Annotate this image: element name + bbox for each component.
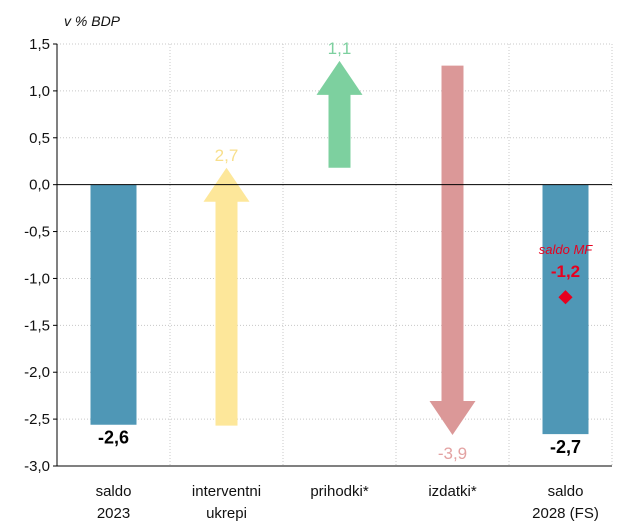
arrow-value-label: 2,7	[215, 146, 239, 165]
labels: 1,5 1,0 0,5 0,0 -0,5 -1,0 -1,5 -2,0 -2,5 -3,0 -2,6…	[24, 36, 599, 522]
y-tick-label: 0,5	[29, 130, 50, 147]
x-category-label: 2023	[97, 505, 130, 522]
marker-label: saldo MF	[539, 242, 594, 257]
unit-label: v % BDP	[64, 13, 121, 29]
x-category-label: izdatki*	[428, 483, 477, 500]
x-category-label: saldo	[548, 483, 584, 500]
x-category-label: interventni	[192, 483, 261, 500]
y-tick-label: 0,0	[29, 177, 50, 194]
y-tick-label: -3,0	[24, 458, 50, 475]
x-category-label: saldo	[96, 483, 132, 500]
y-tick-label: -2,5	[24, 411, 50, 428]
grid-lines	[57, 43, 613, 467]
bar-value-label: -2,7	[550, 437, 581, 457]
y-tick-label: -1,0	[24, 270, 50, 287]
arrow-up	[316, 60, 363, 168]
arrow-up	[203, 167, 250, 426]
y-tick-label: 1,5	[29, 36, 50, 53]
y-tick-label: -0,5	[24, 224, 50, 241]
bar	[90, 184, 137, 425]
x-category-label: prihodki*	[310, 483, 369, 500]
arrow-value-label: 1,1	[328, 39, 352, 58]
axes	[53, 43, 612, 467]
x-category-label: ukrepi	[206, 505, 247, 522]
y-tick-label: -2,0	[24, 364, 50, 381]
y-tick-label: 1,0	[29, 83, 50, 100]
data-bars	[90, 60, 589, 436]
bar	[542, 184, 589, 435]
arrow-down	[429, 65, 476, 436]
arrow-value-label: -3,9	[438, 444, 467, 463]
bar-value-label: -2,6	[98, 428, 129, 448]
x-category-label: 2028 (FS)	[532, 505, 599, 522]
y-tick-label: -1,5	[24, 317, 50, 334]
marker-diamond	[558, 290, 573, 305]
marker-value-label: -1,2	[551, 262, 580, 281]
